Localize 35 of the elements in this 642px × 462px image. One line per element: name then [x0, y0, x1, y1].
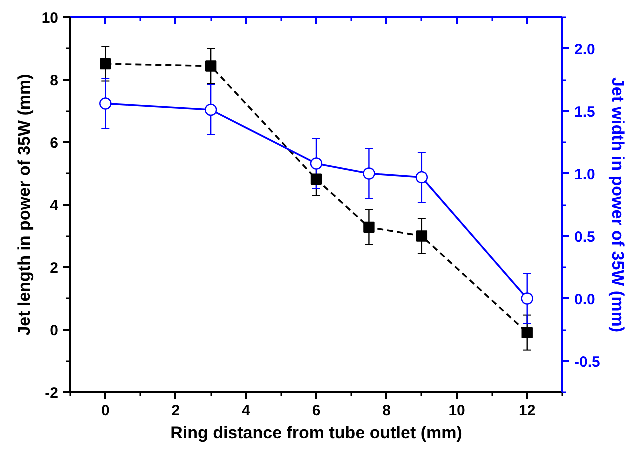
point	[416, 230, 428, 242]
y2-tick-label: -0.5	[574, 354, 600, 371]
y2-tick-label: 1.0	[574, 166, 596, 184]
y-tick-label: 8	[50, 72, 58, 90]
point	[310, 158, 323, 170]
point	[416, 171, 428, 184]
y-tick-label: 6	[50, 135, 58, 152]
x-tick-label: 2	[172, 402, 180, 420]
point	[364, 222, 375, 234]
y2-axis-title: Jet width in power of 35W (mm)	[608, 77, 628, 333]
y-tick-label: 4	[50, 198, 60, 214]
x-axis-title: Ring distance from tube outlet (mm)	[170, 424, 462, 442]
x-tick-label: 8	[382, 402, 391, 420]
x-tick-label: 12	[519, 402, 536, 420]
y2-tick-label: 1.5	[574, 104, 596, 121]
y-axis-title: Jet length in power of 35W (mm)	[14, 74, 34, 336]
point	[100, 58, 112, 70]
x-tick-label: 0	[101, 402, 110, 420]
y2-tick-label: 0.0	[574, 291, 596, 308]
point	[100, 98, 112, 110]
point	[521, 292, 534, 305]
y2-tick-label: 2.0	[574, 41, 596, 58]
x-tick-label: 6	[312, 402, 321, 420]
point	[522, 327, 533, 338]
y-tick-label: -2	[45, 385, 59, 402]
y-tick-label: 10	[42, 10, 59, 27]
point	[363, 168, 376, 180]
point	[205, 60, 217, 72]
y-tick-label: 2	[50, 260, 58, 277]
x-tick-label: 10	[448, 402, 466, 420]
point	[310, 174, 322, 185]
point	[204, 104, 218, 116]
y2-tick-label: 0.5	[574, 228, 596, 246]
y-tick-label: 0	[50, 322, 58, 340]
x-tick-label: 4	[242, 402, 252, 420]
